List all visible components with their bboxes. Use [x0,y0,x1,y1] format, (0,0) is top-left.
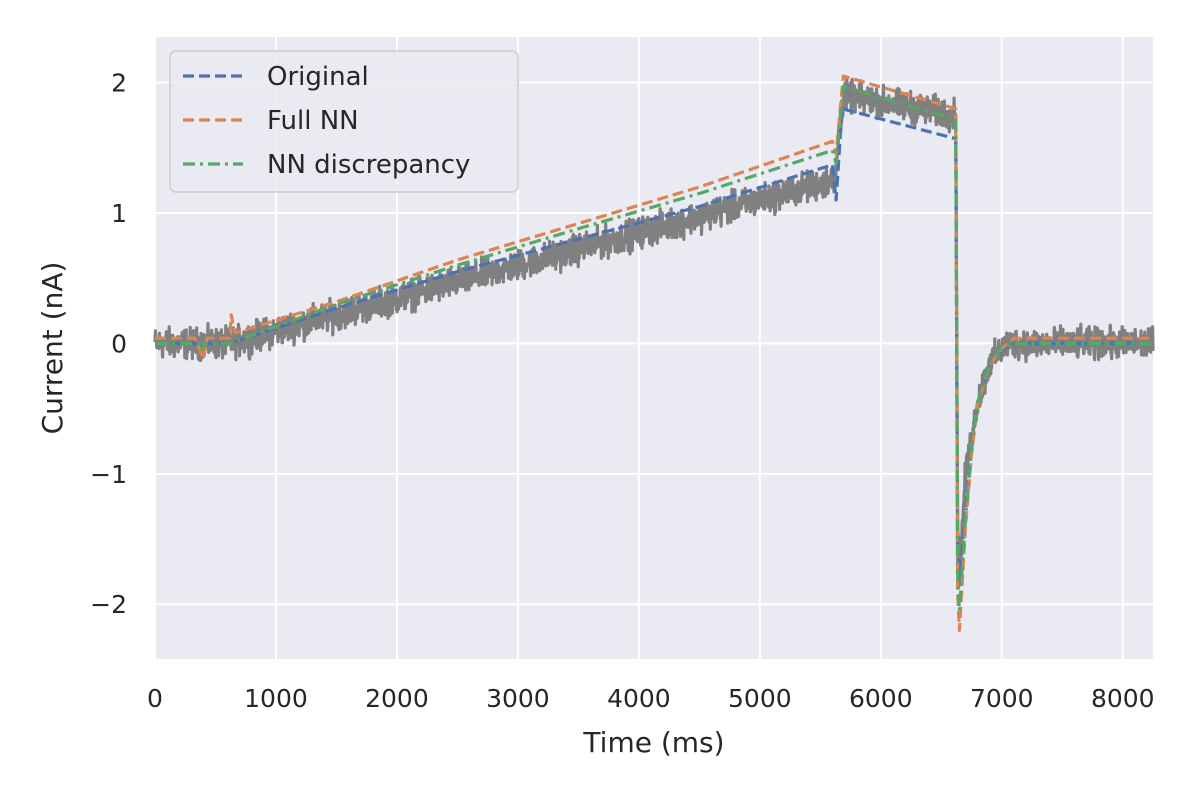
x-tick-label: 5000 [728,684,792,713]
x-tick-label: 7000 [970,684,1034,713]
y-tick-label: 0 [111,329,127,358]
x-tick-label: 1000 [244,684,308,713]
x-tick-label: 2000 [365,684,429,713]
x-tick-label: 8000 [1091,684,1155,713]
y-tick-label: 2 [111,69,127,98]
x-axis-label: Time (ms) [582,726,724,759]
y-tick-label: 1 [111,199,127,228]
legend-label-0: Original [267,62,369,92]
legend-box [169,50,519,193]
series-line-2 [155,84,1153,613]
legend-label-2: NN discrepancy [267,150,470,180]
x-tick-label: 6000 [849,684,913,713]
x-tick-labels: 0 1000 2000 3000 4000 5000 6000 7000 8000 [147,684,1155,713]
y-tick-label: −2 [90,590,127,619]
x-tick-label: 3000 [486,684,550,713]
legend-label-1: Full NN [267,106,359,136]
legend: Original Full NN NN discrepancy [169,50,519,193]
y-tick-label: −1 [90,460,127,489]
x-tick-label: 4000 [607,684,671,713]
series-line-1 [155,74,1153,632]
y-tick-labels: −2 −1 0 1 2 [90,69,127,620]
y-axis-label: Current (nA) [36,262,69,435]
series-lines [155,74,1153,632]
x-tick-label: 0 [147,684,163,713]
